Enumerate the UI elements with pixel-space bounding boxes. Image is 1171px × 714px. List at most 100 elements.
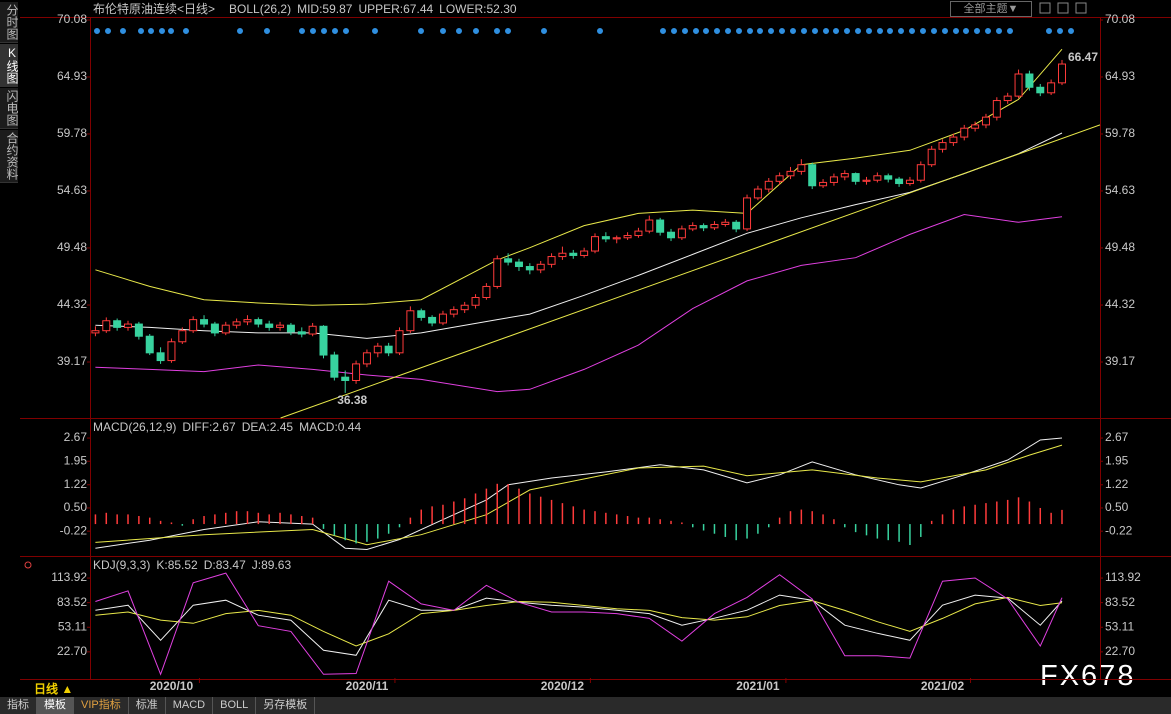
candle-body	[254, 319, 263, 325]
period-selector[interactable]: 日线 ▲	[34, 682, 74, 696]
legend-text: KDJ(9,3,3)	[93, 558, 150, 572]
tab[interactable]: 指标	[0, 697, 37, 714]
candle-body	[493, 258, 502, 287]
series-line	[95, 132, 1063, 339]
tab[interactable]: BOLL	[213, 697, 257, 714]
legend-text: DEA:2.45	[242, 420, 294, 434]
y-tick-label: 2.67	[64, 430, 88, 444]
candle-body	[819, 181, 828, 187]
candle-body	[884, 175, 893, 180]
candle-body	[558, 252, 567, 258]
candle-body	[656, 219, 665, 233]
candle-body	[753, 188, 762, 199]
candle-body	[916, 164, 925, 181]
theme-button[interactable]: 全部主题▼	[950, 1, 1032, 17]
candle-body	[808, 164, 817, 187]
side-tab[interactable]: K线图	[0, 44, 19, 87]
side-tab[interactable]: 闪电图	[0, 88, 19, 129]
candle-body	[1057, 63, 1066, 84]
settings-icon[interactable]	[24, 561, 32, 569]
y-tick-label: 83.52	[1105, 595, 1135, 609]
y-tick-label: 59.78	[57, 126, 87, 140]
y-tick-label: 2.67	[1105, 430, 1129, 444]
tab[interactable]: MACD	[166, 697, 214, 714]
candle-body	[362, 352, 371, 365]
legend-text: MACD(26,12,9)	[93, 420, 176, 434]
candle-body	[688, 225, 697, 230]
candle-body	[221, 324, 230, 334]
series-line	[95, 596, 1063, 647]
toolbar-icons[interactable]	[1039, 2, 1087, 14]
candle-body	[514, 261, 523, 268]
candle-body	[232, 321, 241, 326]
candle-body	[504, 258, 513, 263]
candle-body	[243, 319, 252, 323]
legend-text: BOLL(26,2)	[229, 2, 291, 16]
candle-body	[200, 319, 209, 325]
candle-body	[612, 237, 621, 240]
candle-body	[145, 335, 154, 354]
candle-body	[862, 179, 871, 182]
candle-body	[210, 323, 219, 334]
y-tick-label: -0.22	[60, 523, 88, 537]
candle-body	[102, 320, 111, 332]
tab[interactable]: VIP指标	[74, 697, 129, 714]
y-tick-label: 44.32	[1105, 297, 1135, 311]
tab[interactable]: 模板	[37, 697, 74, 714]
candle-body	[330, 354, 339, 378]
legend-text: MACD:0.44	[299, 420, 361, 434]
candle-body	[1036, 86, 1045, 94]
candle-body	[482, 285, 491, 299]
candle-body	[384, 345, 393, 354]
series-line	[95, 594, 1063, 656]
candle-body	[178, 330, 187, 343]
frame	[20, 17, 1171, 680]
chart: 70.08 70.08 64.93 64.93 59.78 59.78 54.63 54.63…	[20, 1, 1171, 693]
legend-text: <日线>	[177, 2, 215, 16]
candle-body	[525, 266, 534, 271]
candle-body	[460, 304, 469, 311]
x-tick-label: 2020/11	[346, 679, 389, 693]
candle-body	[308, 325, 317, 335]
candle-body	[276, 324, 285, 328]
y-tick-label: 53.11	[58, 619, 87, 633]
x-tick-label: 2021/01	[736, 679, 780, 693]
y-tick-label: 64.93	[1105, 69, 1135, 83]
legend-text: UPPER:67.44	[358, 2, 433, 16]
high-annotation: 66.47	[1068, 50, 1098, 64]
y-tick-label: 22.70	[57, 644, 87, 658]
candle-body	[580, 250, 589, 256]
side-tab[interactable]: 合约资料	[0, 130, 19, 183]
candle-body	[1003, 95, 1012, 102]
tab[interactable]: 标准	[129, 697, 166, 714]
candle-body	[645, 219, 654, 232]
y-tick-label: 53.11	[1105, 619, 1134, 633]
legend-text: J:89.63	[252, 558, 292, 572]
y-tick-label: 54.63	[57, 183, 87, 197]
candle-body	[775, 175, 784, 182]
candle-body	[134, 323, 143, 337]
candle-body	[449, 309, 458, 315]
tab[interactable]: 另存模板	[256, 697, 316, 714]
legend-text: LOWER:52.30	[439, 2, 517, 16]
candle-body	[667, 231, 676, 239]
candle-body	[395, 330, 404, 354]
candle-body	[743, 197, 752, 230]
candle-body	[406, 310, 415, 332]
y-tick-label: 1.95	[1105, 453, 1129, 467]
side-tab[interactable]: 分时图	[0, 2, 19, 43]
candle-body	[286, 324, 295, 333]
legend-text: DIFF:2.67	[182, 420, 236, 434]
candle-body	[471, 297, 480, 306]
candle-body	[895, 178, 904, 185]
candle-body	[840, 173, 849, 178]
legend-text: 布伦特原油连续	[93, 1, 177, 16]
series-line	[95, 48, 1063, 306]
legend-text: K:85.52	[156, 558, 198, 572]
x-tick-label: 2021/02	[921, 679, 965, 693]
candle-body	[938, 142, 947, 150]
candle-body	[797, 164, 806, 172]
candle-body	[623, 235, 632, 239]
y-tick-label: 49.48	[1105, 240, 1135, 254]
legend-text: D:83.47	[204, 558, 246, 572]
